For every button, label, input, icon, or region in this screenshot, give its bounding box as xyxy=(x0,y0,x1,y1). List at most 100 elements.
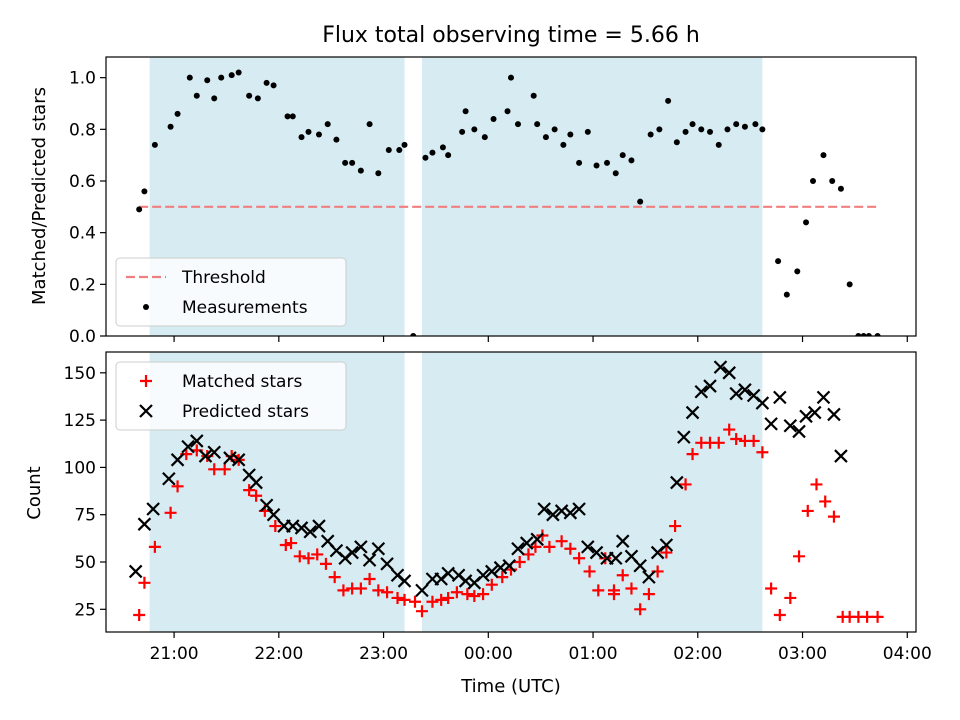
series-matched-stars-point-59 xyxy=(634,603,647,616)
series-predicted-stars-point-68 xyxy=(738,383,752,397)
series-measurements-point-76 xyxy=(803,219,810,226)
series-predicted-stars-point-79 xyxy=(834,449,848,463)
series-measurements-point-71 xyxy=(752,121,759,128)
series-measurements-point-26 xyxy=(357,167,364,174)
series-predicted-stars-point-13 xyxy=(249,475,263,490)
series-predicted-stars-point-14 xyxy=(259,498,274,513)
series-measurements-point-52 xyxy=(584,128,591,135)
bottom-y-axis-label: Count xyxy=(24,466,45,519)
series-matched-stars-point-19 xyxy=(293,550,306,563)
series-matched-stars-point-69 xyxy=(723,423,736,436)
y-tick-label: 0.4 xyxy=(69,224,96,244)
legend-key-matched-stars xyxy=(140,375,152,387)
series-predicted-stars-point-5 xyxy=(170,453,185,467)
legend-label: Predicted stars xyxy=(182,402,309,422)
series-predicted-stars-point-61 xyxy=(677,430,691,444)
series-measurements-point-85 xyxy=(874,333,881,336)
series-matched-stars-point-73 xyxy=(756,446,769,459)
y-tick-label: 150 xyxy=(64,364,96,384)
x-tick-label: 02:00 xyxy=(673,644,722,664)
series-measurements-point-83 xyxy=(860,333,867,336)
series-measurements-point-22 xyxy=(324,121,331,128)
series-predicted-stars-point-71 xyxy=(764,417,778,431)
series-measurements-point-48 xyxy=(551,126,558,133)
series-matched-stars-point-34 xyxy=(426,595,439,608)
y-tick-label: 0.2 xyxy=(69,275,96,295)
series-matched-stars-point-41 xyxy=(485,578,498,591)
y-tick-label: 0.0 xyxy=(69,327,96,347)
series-predicted-stars-point-2 xyxy=(137,517,152,531)
series-measurements-point-19 xyxy=(298,134,305,141)
series-matched-stars-point-40 xyxy=(477,588,490,601)
series-predicted-stars-point-7 xyxy=(189,434,204,448)
series-matched-stars-point-78 xyxy=(801,504,814,517)
series-matched-stars-point-27 xyxy=(363,573,376,586)
series-matched-stars-point-64 xyxy=(679,478,692,491)
series-measurements-point-64 xyxy=(689,121,696,128)
series-matched-stars-point-44 xyxy=(513,556,526,568)
series-measurements-point-49 xyxy=(560,141,567,148)
legend: Threshold Measurements xyxy=(115,257,347,327)
x-axis-label: Time (UTC) xyxy=(460,676,561,697)
series-measurements-point-84 xyxy=(865,333,872,336)
series-predicted-stars-point-28 xyxy=(380,557,394,571)
series-matched-stars-point-48 xyxy=(543,540,556,553)
series-predicted-stars-point-57 xyxy=(642,570,656,584)
series-measurements-point-54 xyxy=(604,159,611,166)
series-predicted-stars-point-53 xyxy=(608,551,623,565)
x-tick-label: 03:00 xyxy=(778,644,827,664)
series-matched-stars-point-38 xyxy=(461,588,474,601)
series-matched-stars-point-74 xyxy=(765,582,778,595)
series-measurements-point-42 xyxy=(504,108,511,115)
series-measurements-point-77 xyxy=(810,178,817,184)
legend-box xyxy=(115,257,347,327)
series-predicted-stars-point-30 xyxy=(397,574,412,588)
series-measurements-point-8 xyxy=(204,77,211,84)
y-tick-label: 100 xyxy=(64,458,96,478)
series-predicted-stars-point-60 xyxy=(670,475,684,490)
series-measurements-point-65 xyxy=(698,126,705,133)
series-matched-stars-point-33 xyxy=(415,605,428,618)
series-measurements-point-59 xyxy=(647,131,654,138)
series-matched-stars-point-42 xyxy=(496,571,509,584)
series-measurements-point-81 xyxy=(846,281,853,288)
series-predicted-stars-point-27 xyxy=(371,541,386,556)
series-measurements-point-70 xyxy=(741,123,748,130)
series-matched-stars-point-28 xyxy=(372,584,385,597)
series-matched-stars-point-53 xyxy=(592,584,605,597)
top-panel: 0.0 0.2 0.4 0.6 0.8 1.0 Threshold Measurements xyxy=(69,56,917,347)
series-matched-stars-point-30 xyxy=(391,591,404,604)
series-measurements-point-66 xyxy=(707,128,714,135)
series-predicted-stars-point-44 xyxy=(530,532,544,547)
series-predicted-stars-point-1 xyxy=(128,564,143,579)
series-measurements-point-39 xyxy=(471,126,478,133)
legend-box xyxy=(115,361,347,431)
series-measurements-point-79 xyxy=(829,178,836,184)
series-matched-stars-point-13 xyxy=(243,484,256,497)
series-measurements-point-41 xyxy=(490,116,497,122)
series-measurements-point-13 xyxy=(246,92,253,99)
series-predicted-stars-point-20 xyxy=(312,519,326,533)
series-measurements-point-10 xyxy=(218,74,225,81)
series-measurements-point-35 xyxy=(439,144,446,151)
series-measurements-point-73 xyxy=(775,258,782,265)
series-matched-stars-point-23 xyxy=(328,571,341,584)
legend-label: Threshold xyxy=(181,268,266,288)
series-measurements-point-40 xyxy=(481,134,488,141)
series-matched-stars-point-9 xyxy=(208,463,221,476)
series-matched-stars-point-68 xyxy=(712,436,725,449)
series-matched-stars-point-81 xyxy=(827,510,840,523)
y-tick-label: 1.0 xyxy=(69,69,96,89)
series-predicted-stars-point-41 xyxy=(502,559,517,573)
series-predicted-stars-point-25 xyxy=(354,540,368,554)
series-predicted-stars-point-24 xyxy=(345,545,359,560)
series-matched-stars-point-51 xyxy=(573,552,586,565)
series-matched-stars-point-65 xyxy=(686,448,699,461)
x-tick-label: 21:00 xyxy=(150,644,199,664)
series-matched-stars-point-75 xyxy=(773,608,786,621)
series-matched-stars-point-57 xyxy=(616,569,629,582)
series-measurements-point-6 xyxy=(186,74,193,81)
series-predicted-stars-point-66 xyxy=(722,366,736,380)
series-measurements-point-2 xyxy=(141,188,148,195)
series-matched-stars-point-36 xyxy=(442,591,455,604)
